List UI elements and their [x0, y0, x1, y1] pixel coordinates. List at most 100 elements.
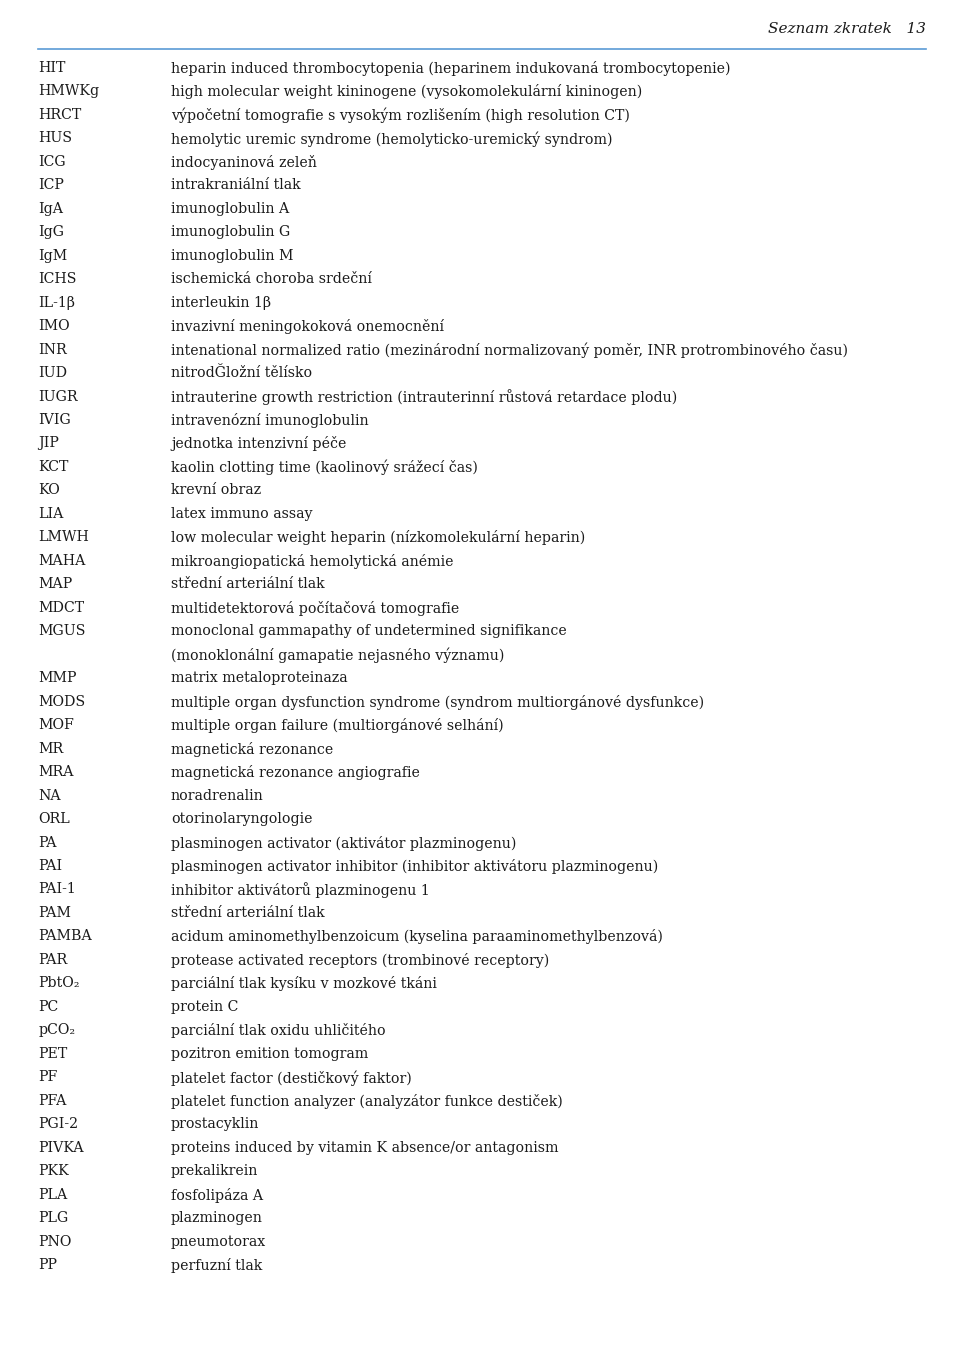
Text: pneumotorax: pneumotorax	[171, 1234, 266, 1249]
Text: IgA: IgA	[38, 202, 63, 215]
Text: perfuzní tlak: perfuzní tlak	[171, 1258, 262, 1273]
Text: intrakraniální tlak: intrakraniální tlak	[171, 179, 300, 192]
Text: INR: INR	[38, 342, 67, 357]
Text: IUGR: IUGR	[38, 390, 78, 403]
Text: výpočetní tomografie s vysokým rozlišením (high resolution CT): výpočetní tomografie s vysokým rozlišení…	[171, 108, 630, 123]
Text: imunoglobulin A: imunoglobulin A	[171, 202, 289, 215]
Text: protein C: protein C	[171, 1000, 238, 1013]
Text: HMWKg: HMWKg	[38, 84, 100, 99]
Text: PIVKA: PIVKA	[38, 1141, 84, 1154]
Text: LMWH: LMWH	[38, 530, 89, 544]
Text: parciální tlak oxidu uhličitého: parciální tlak oxidu uhličitého	[171, 1023, 386, 1038]
Text: noradrenalin: noradrenalin	[171, 789, 264, 802]
Text: magnetická rezonance angiografie: magnetická rezonance angiografie	[171, 764, 420, 781]
Text: PET: PET	[38, 1047, 67, 1061]
Text: matrix metaloproteinaza: matrix metaloproteinaza	[171, 671, 348, 685]
Text: PKK: PKK	[38, 1164, 69, 1178]
Text: MR: MR	[38, 741, 63, 755]
Text: intravenózní imunoglobulin: intravenózní imunoglobulin	[171, 413, 369, 428]
Text: PF: PF	[38, 1070, 58, 1084]
Text: protease activated receptors (trombinové receptory): protease activated receptors (trombinové…	[171, 953, 549, 967]
Text: invazivní meningokoková onemocnění: invazivní meningokoková onemocnění	[171, 319, 444, 334]
Text: ICG: ICG	[38, 154, 66, 169]
Text: PA: PA	[38, 836, 57, 850]
Text: jednotka intenzivní péče: jednotka intenzivní péče	[171, 437, 347, 452]
Text: PAI-1: PAI-1	[38, 882, 76, 897]
Text: PC: PC	[38, 1000, 59, 1013]
Text: HRCT: HRCT	[38, 108, 82, 122]
Text: PLG: PLG	[38, 1211, 69, 1224]
Text: kaolin clotting time (kaolinový srážecí čas): kaolin clotting time (kaolinový srážecí …	[171, 460, 478, 475]
Text: PbtO₂: PbtO₂	[38, 977, 80, 990]
Text: ICP: ICP	[38, 179, 64, 192]
Text: platelet function analyzer (analyzátor funkce destiček): platelet function analyzer (analyzátor f…	[171, 1093, 563, 1108]
Text: pCO₂: pCO₂	[38, 1023, 76, 1038]
Text: magnetická rezonance: magnetická rezonance	[171, 741, 333, 756]
Text: střední arteriální tlak: střední arteriální tlak	[171, 578, 324, 591]
Text: PGI-2: PGI-2	[38, 1118, 79, 1131]
Text: ORL: ORL	[38, 812, 70, 827]
Text: PAMBA: PAMBA	[38, 930, 92, 943]
Text: mikroangiopatická hemolytická anémie: mikroangiopatická hemolytická anémie	[171, 553, 453, 568]
Text: NA: NA	[38, 789, 61, 802]
Text: MODS: MODS	[38, 694, 85, 709]
Text: PFA: PFA	[38, 1093, 67, 1108]
Text: parciální tlak kysíku v mozkové tkáni: parciální tlak kysíku v mozkové tkáni	[171, 977, 437, 992]
Text: intenational normalized ratio (mezinárodní normalizovaný poměr, INR protrombinov: intenational normalized ratio (mezinárod…	[171, 342, 848, 359]
Text: střední arteriální tlak: střední arteriální tlak	[171, 907, 324, 920]
Text: pozitron emition tomogram: pozitron emition tomogram	[171, 1047, 368, 1061]
Text: multiple organ failure (multiorgánové selhání): multiple organ failure (multiorgánové se…	[171, 718, 503, 733]
Text: high molecular weight kininogene (vysokomolekulární kininogen): high molecular weight kininogene (vysoko…	[171, 84, 642, 99]
Text: HIT: HIT	[38, 61, 66, 74]
Text: IVIG: IVIG	[38, 413, 71, 428]
Text: krevní obraz: krevní obraz	[171, 483, 261, 498]
Text: KO: KO	[38, 483, 60, 498]
Text: (monoklonální gamapatie nejasného významu): (monoklonální gamapatie nejasného význam…	[171, 648, 504, 663]
Text: indocyaninová zeleň: indocyaninová zeleň	[171, 154, 317, 169]
Text: IMO: IMO	[38, 319, 70, 333]
Text: plasminogen activator inhibitor (inhibitor aktivátoru plazminogenu): plasminogen activator inhibitor (inhibit…	[171, 859, 659, 874]
Text: acidum aminomethylbenzoicum (kyselina paraaminomethylbenzová): acidum aminomethylbenzoicum (kyselina pa…	[171, 930, 662, 944]
Text: PAR: PAR	[38, 953, 67, 967]
Text: imunoglobulin G: imunoglobulin G	[171, 225, 290, 239]
Text: nitrodĞložní tělísko: nitrodĞložní tělísko	[171, 367, 312, 380]
Text: fosfolipáza A: fosfolipáza A	[171, 1188, 263, 1203]
Text: MAHA: MAHA	[38, 553, 85, 568]
Text: PP: PP	[38, 1258, 58, 1272]
Text: IL-1β: IL-1β	[38, 295, 76, 310]
Text: heparin induced thrombocytopenia (heparinem indukovaná trombocytopenie): heparin induced thrombocytopenia (hepari…	[171, 61, 731, 76]
Text: prostacyklin: prostacyklin	[171, 1118, 259, 1131]
Text: prekalikrein: prekalikrein	[171, 1164, 258, 1178]
Text: MMP: MMP	[38, 671, 77, 685]
Text: IgG: IgG	[38, 225, 64, 239]
Text: JIP: JIP	[38, 437, 60, 451]
Text: IUD: IUD	[38, 367, 67, 380]
Text: plasminogen activator (aktivátor plazminogenu): plasminogen activator (aktivátor plazmin…	[171, 836, 516, 851]
Text: PAM: PAM	[38, 907, 71, 920]
Text: ischemická choroba srdeční: ischemická choroba srdeční	[171, 272, 372, 285]
Text: plazminogen: plazminogen	[171, 1211, 263, 1224]
Text: PAI: PAI	[38, 859, 62, 873]
Text: platelet factor (destičkový faktor): platelet factor (destičkový faktor)	[171, 1070, 412, 1086]
Text: proteins induced by vitamin K absence/or antagonism: proteins induced by vitamin K absence/or…	[171, 1141, 559, 1154]
Text: Seznam zkratek   13: Seznam zkratek 13	[768, 22, 926, 35]
Text: HUS: HUS	[38, 131, 72, 145]
Text: monoclonal gammapathy of undetermined signifikance: monoclonal gammapathy of undetermined si…	[171, 624, 566, 639]
Text: otorinolaryngologie: otorinolaryngologie	[171, 812, 312, 827]
Text: multidetektorová počítačová tomografie: multidetektorová počítačová tomografie	[171, 601, 459, 616]
Text: PLA: PLA	[38, 1188, 67, 1201]
Text: ICHS: ICHS	[38, 272, 77, 285]
Text: PNO: PNO	[38, 1234, 72, 1249]
Text: inhibitor aktivátorů plazminogenu 1: inhibitor aktivátorů plazminogenu 1	[171, 882, 430, 898]
Text: latex immuno assay: latex immuno assay	[171, 507, 312, 521]
Text: MAP: MAP	[38, 578, 73, 591]
Text: imunoglobulin M: imunoglobulin M	[171, 249, 294, 262]
Text: hemolytic uremic syndrome (hemolyticko-uremický syndrom): hemolytic uremic syndrome (hemolyticko-u…	[171, 131, 612, 147]
Text: multiple organ dysfunction syndrome (syndrom multiorgánové dysfunkce): multiple organ dysfunction syndrome (syn…	[171, 694, 704, 710]
Text: MRA: MRA	[38, 764, 74, 779]
Text: LIA: LIA	[38, 507, 63, 521]
Text: KCT: KCT	[38, 460, 69, 474]
Text: IgM: IgM	[38, 249, 67, 262]
Text: MOF: MOF	[38, 718, 74, 732]
Text: MDCT: MDCT	[38, 601, 84, 614]
